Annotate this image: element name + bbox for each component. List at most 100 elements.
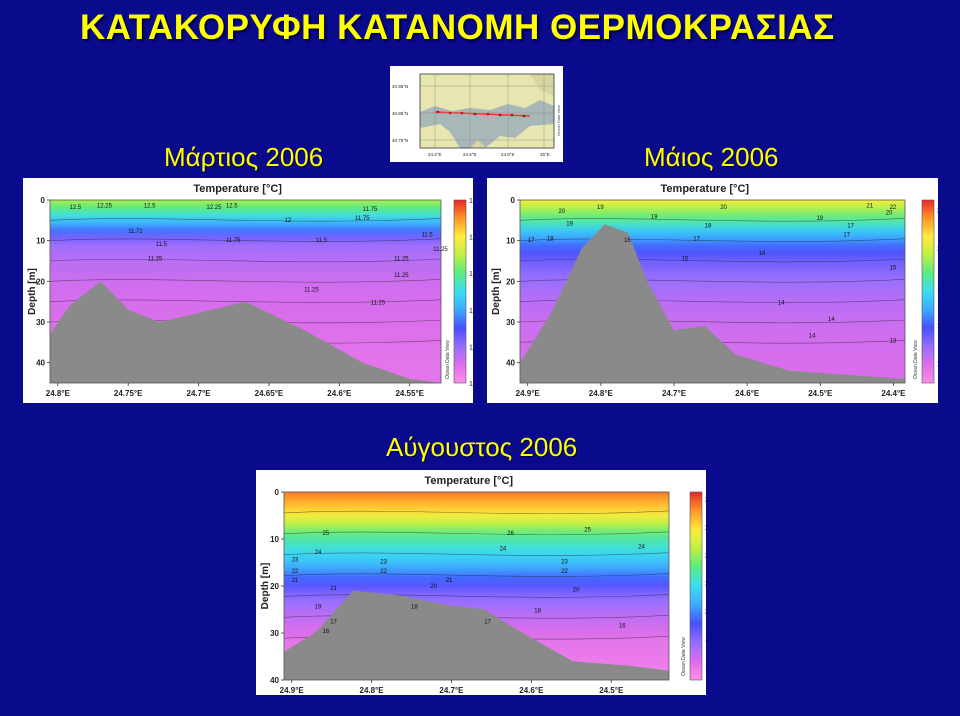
colorbar	[453, 199, 467, 384]
minimap-lat-label: 40.95°N	[392, 84, 408, 89]
x-tick-label: 24.65°E	[255, 389, 284, 398]
contour-label: 22	[561, 569, 568, 575]
x-tick-label: 24.8°E	[46, 389, 71, 398]
contour-label: 20	[720, 205, 727, 211]
colorbar-tick-label: 24	[705, 553, 706, 560]
contour-line	[283, 510, 670, 515]
section-plot-march: 12.5 12.25 12.5 12.25 12.5 12 11.75 11.75 11.71 1…	[27, 183, 473, 398]
contour-label: 11.25	[148, 256, 163, 262]
contour-label: 12.5	[70, 205, 82, 211]
panel-title-march: Μάρτιος 2006	[164, 142, 324, 172]
chart-may: 20 19 20 19 19 20 21 22 19 18 17 18 17 17 16 16 17 15 15 14…	[487, 178, 938, 403]
contour-label: 20	[430, 584, 437, 590]
contour-label: 19	[315, 605, 322, 611]
contour-line	[49, 258, 442, 263]
colorbar-tick-label: 18	[937, 285, 938, 292]
contour-label: 16	[619, 623, 626, 629]
contour-label: 11.25	[371, 300, 386, 306]
contour-label: 17	[847, 223, 854, 229]
y-tick-label: 30	[36, 318, 45, 327]
contour-label: 17	[843, 233, 850, 239]
contour-line	[519, 218, 906, 222]
colorbar-tick-label: 20	[937, 246, 938, 253]
contour-label: 18	[534, 608, 541, 614]
y-axis-label: Depth [m]	[260, 563, 271, 610]
contour-line	[283, 594, 670, 598]
contour-line	[49, 238, 442, 242]
odv-watermark: Ocean Data View	[445, 340, 451, 379]
contour-label: 18	[411, 605, 418, 611]
contour-line	[49, 218, 442, 222]
y-tick-label: 40	[506, 359, 515, 368]
minimap-lon-label: 25°E	[540, 152, 550, 157]
contour-label: 12.5	[226, 203, 238, 209]
contour-label: 20	[886, 211, 893, 217]
contour-label: 17	[484, 620, 491, 626]
colorbar-tick-label: 12.5	[469, 271, 473, 278]
plot-frame	[519, 199, 906, 384]
contour-label: 25	[584, 527, 591, 533]
contour-label: 11.25	[304, 288, 319, 294]
contour-label: 14	[809, 333, 816, 339]
contour-label: 18	[547, 236, 554, 242]
x-tick-label: 24.9°E	[516, 389, 541, 398]
x-tick-label: 24.5°E	[808, 389, 833, 398]
page-title: ΚΑΤΑΚΟΡΥΦΗ ΚΑΤΑΝΟΜΗ ΘΕΡΜΟΚΡΑΣΙΑΣ	[80, 8, 835, 47]
x-tick-label: 24.7°E	[187, 389, 212, 398]
contour-label: 19	[597, 205, 604, 211]
colorbar-tick-label: 28	[705, 497, 706, 504]
y-tick-label: 40	[36, 359, 45, 368]
panel-title-may: Μάιος 2006	[644, 142, 779, 172]
y-tick-label: 30	[270, 629, 279, 638]
x-tick-label: 24.55°E	[395, 389, 424, 398]
colorbar	[921, 199, 935, 384]
contour-label: 14	[778, 300, 785, 306]
contour-label: 21	[330, 586, 337, 592]
contour-label: 11.71	[128, 229, 143, 235]
x-tick-label: 24.6°E	[735, 389, 760, 398]
colorbar-tick-label: 12	[469, 308, 473, 315]
contour-label: 11.25	[394, 273, 409, 279]
contour-label: 24	[500, 546, 507, 552]
y-tick-label: 0	[275, 488, 280, 497]
contour-label: 13	[890, 339, 897, 345]
minimap-lon-label: 24.8°E	[501, 152, 515, 157]
y-tick-label: 10	[36, 237, 45, 246]
chart-title: Temperature [°C]	[425, 475, 514, 487]
y-tick-label: 0	[511, 196, 516, 205]
y-tick-label: 0	[41, 196, 46, 205]
contour-label: 11.75	[355, 216, 370, 222]
y-tick-label: 20	[270, 582, 279, 591]
odv-watermark: Ocean Data View	[681, 637, 687, 676]
contour-label: 12.5	[144, 203, 156, 209]
contour-label: 11.25	[394, 256, 409, 262]
contour-line	[49, 279, 442, 283]
colorbar-tick-label: 11.5	[469, 344, 473, 351]
contour-line	[283, 552, 670, 556]
contour-line	[519, 238, 906, 242]
minimap-lon-label: 24.4°E	[428, 152, 442, 157]
minimap-lat-label: 40.85°N	[392, 111, 408, 116]
colorbar-tick-label: 22	[937, 208, 938, 215]
contour-label: 14	[828, 317, 835, 323]
colorbar-tick-label: 11	[469, 381, 473, 388]
minimap-lat-label: 40.75°N	[392, 138, 408, 143]
contour-line	[519, 279, 906, 283]
y-tick-label: 20	[506, 277, 515, 286]
contour-label: 21	[446, 578, 453, 584]
x-tick-label: 24.4°E	[881, 389, 906, 398]
y-axis-label: Depth [m]	[27, 268, 38, 315]
contour-label: 11.5	[316, 238, 328, 244]
contour-label: 12	[285, 218, 292, 224]
section-plot-may: 20 19 20 19 19 20 21 22 19 18 17 18 17 17 16 16 17 15 15 14…	[491, 183, 938, 398]
x-tick-label: 24.9°E	[280, 686, 305, 695]
colorbar-tick-label: 26	[705, 525, 706, 532]
colorbar-tick-label: 16	[937, 323, 938, 330]
contour-label: 12.25	[97, 203, 113, 209]
contour-label: 19	[651, 214, 658, 220]
x-tick-label: 24.75°E	[114, 389, 143, 398]
contour-label: 26	[507, 531, 514, 537]
minimap-lon-label: 24.6°E	[463, 152, 477, 157]
minimap-land-south	[420, 124, 460, 148]
contour-label: 19	[566, 222, 573, 228]
